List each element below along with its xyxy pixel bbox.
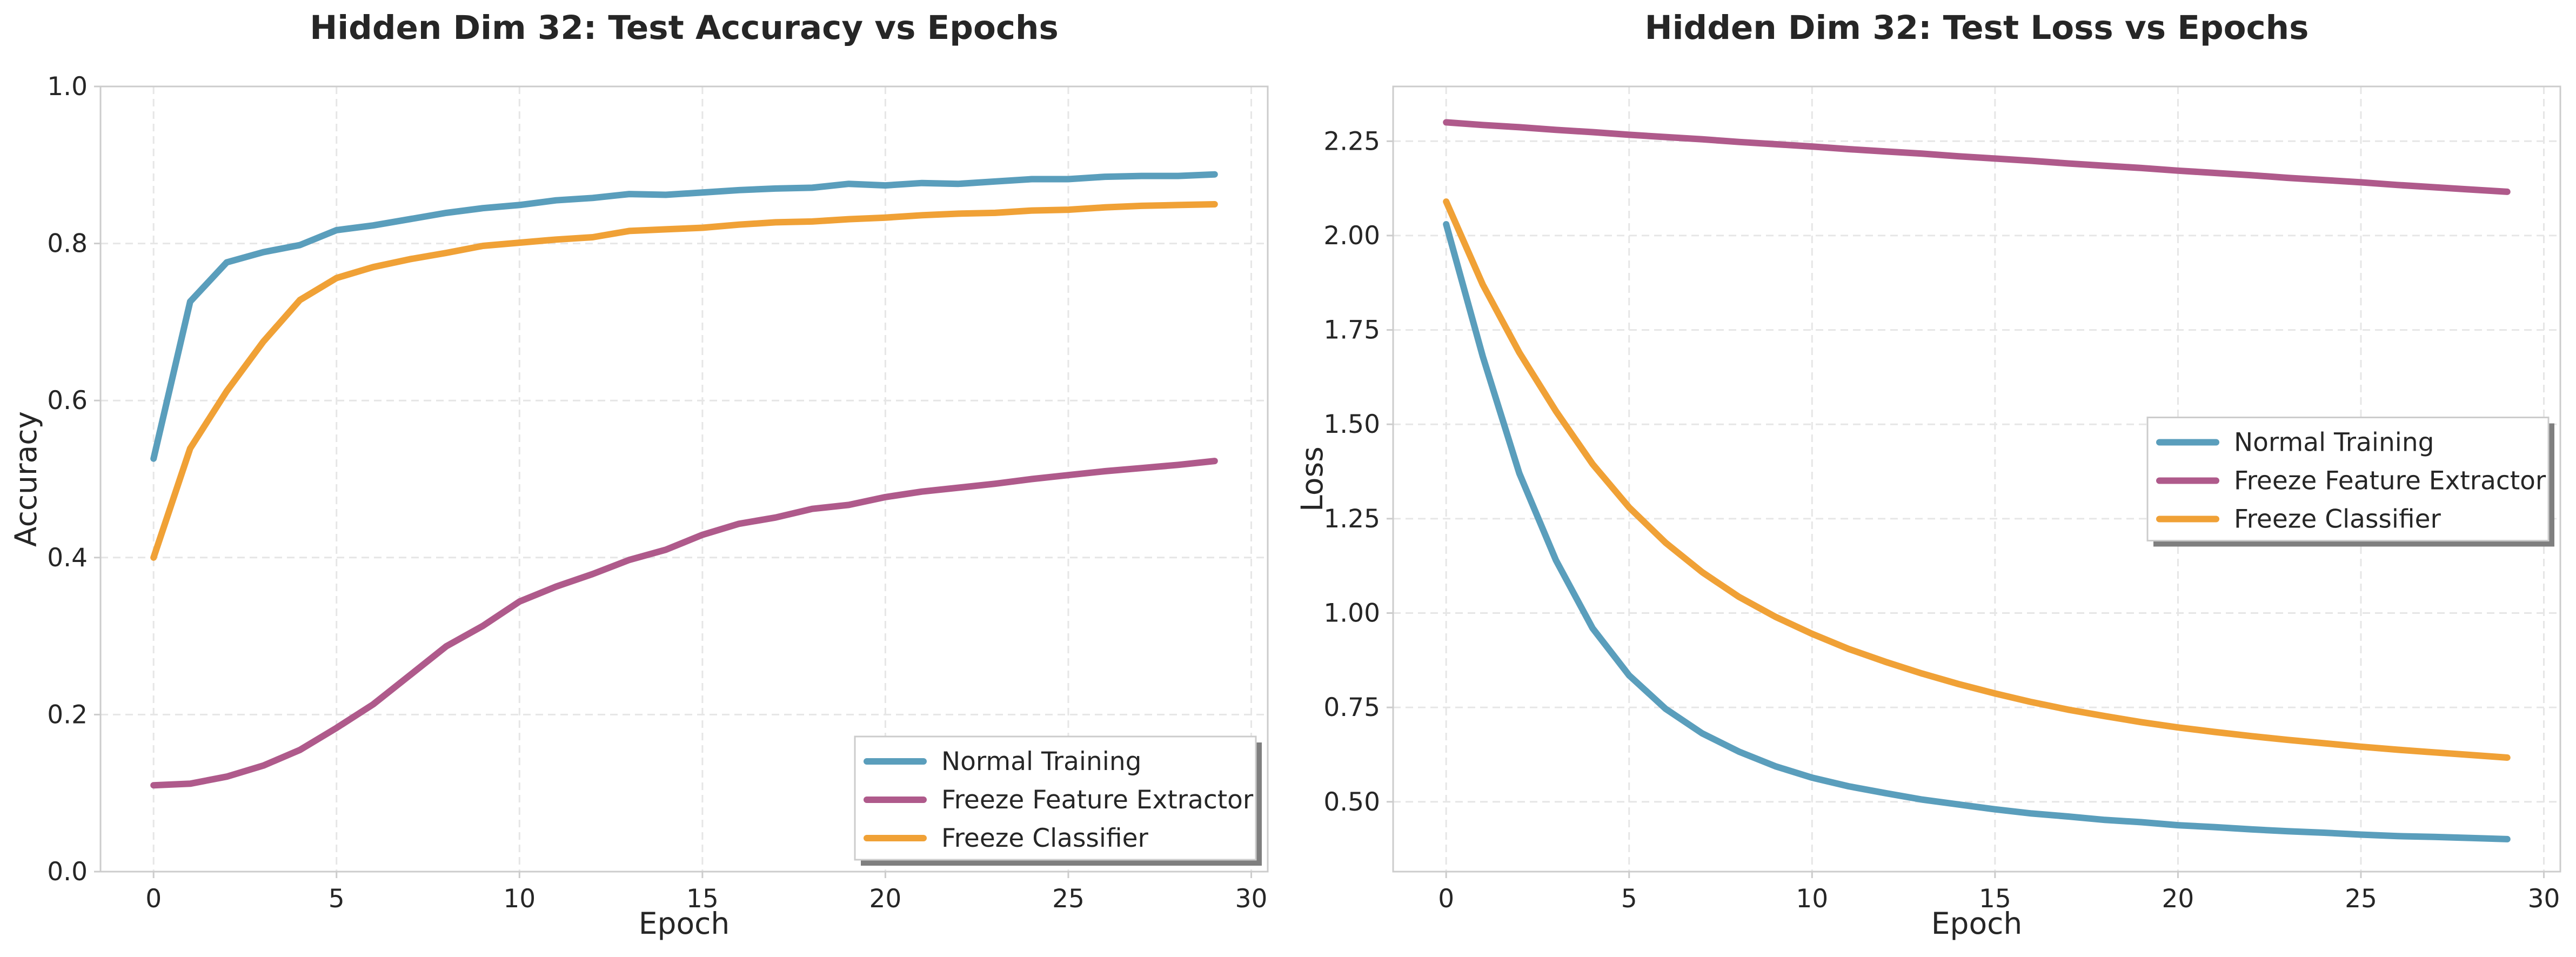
loss-y-tick-label: 1.50 xyxy=(1323,410,1380,439)
loss-x-tick-label: 10 xyxy=(1796,884,1828,914)
loss-series-line-freeze-classifier xyxy=(1443,198,2511,761)
accuracy-legend: Normal Training Freeze Feature Extractor… xyxy=(854,735,1262,866)
accuracy-series xyxy=(150,171,1218,789)
accuracy-plot-frame xyxy=(99,85,1269,873)
accuracy-axis-ticks: 0 5 10 15 20 25 30 0.0 0.2 0.4 0.6 0.8 1.0 xyxy=(47,72,1267,914)
loss-x-tick-label: 5 xyxy=(1621,884,1637,914)
accuracy-y-tick-label: 0.4 xyxy=(47,543,88,573)
accuracy-y-tick-label: 0.8 xyxy=(47,229,88,259)
loss-legend: Normal Training Freeze Feature Extractor… xyxy=(2146,417,2554,547)
loss-y-tick-label: 2.00 xyxy=(1323,221,1380,251)
loss-series-line-freeze-feature-extractor xyxy=(1443,119,2511,195)
loss-series xyxy=(1443,119,2511,842)
accuracy-x-tick-label: 25 xyxy=(1052,884,1085,914)
loss-y-axis-label: Loss xyxy=(1295,446,1329,512)
loss-x-tick-label: 20 xyxy=(2162,884,2194,914)
accuracy-x-tick-label: 30 xyxy=(1235,884,1268,914)
loss-chart-panel: Hidden Dim 32: Test Loss vs Epochs Epoch… xyxy=(1295,9,2561,941)
accuracy-y-tick-label: 0.6 xyxy=(47,386,88,416)
loss-x-tick-label: 25 xyxy=(2345,884,2377,914)
loss-series-line-normal xyxy=(1443,221,2511,842)
loss-y-tick-label: 2.25 xyxy=(1323,126,1380,156)
accuracy-series-line-normal xyxy=(150,171,1218,462)
loss-y-tick-label: 0.50 xyxy=(1323,787,1380,817)
loss-x-tick-label: 0 xyxy=(1438,884,1454,914)
loss-x-axis-label: Epoch xyxy=(1931,906,2022,941)
accuracy-x-tick-label: 10 xyxy=(503,884,536,914)
accuracy-y-tick-label: 1.0 xyxy=(47,72,88,102)
loss-legend-label-freeze-feature-extractor: Freeze Feature Extractor xyxy=(2234,466,2546,496)
accuracy-chart-panel: Hidden Dim 32: Test Accuracy vs Epochs E… xyxy=(9,9,1269,941)
accuracy-legend-label-freeze-classifier: Freeze Classifier xyxy=(941,824,1148,853)
loss-x-tick-label: 30 xyxy=(2528,884,2560,914)
loss-plot-frame xyxy=(1392,85,2561,873)
loss-legend-label-normal: Normal Training xyxy=(2234,428,2434,458)
accuracy-x-tick-label: 0 xyxy=(145,884,162,914)
loss-axis-ticks: 0 5 10 15 20 25 30 0.50 0.75 1.00 1.25 1.50 1.75 2.00… xyxy=(1323,126,2560,914)
accuracy-x-axis-label: Epoch xyxy=(639,906,730,941)
accuracy-y-tick-label: 0.0 xyxy=(47,857,88,887)
accuracy-x-tick-label: 15 xyxy=(686,884,719,914)
loss-x-tick-label: 15 xyxy=(1979,884,2011,914)
loss-y-tick-label: 1.75 xyxy=(1323,316,1380,345)
loss-legend-label-freeze-classifier: Freeze Classifier xyxy=(2234,505,2441,534)
accuracy-y-axis-label: Accuracy xyxy=(9,411,43,547)
accuracy-x-tick-label: 20 xyxy=(869,884,902,914)
loss-y-tick-label: 1.25 xyxy=(1323,504,1380,534)
loss-y-tick-label: 1.00 xyxy=(1323,598,1380,628)
loss-y-tick-label: 0.75 xyxy=(1323,693,1380,722)
accuracy-legend-label-normal: Normal Training xyxy=(941,747,1141,777)
accuracy-y-tick-label: 0.2 xyxy=(47,700,88,730)
accuracy-chart-title: Hidden Dim 32: Test Accuracy vs Epochs xyxy=(310,9,1059,47)
accuracy-series-line-freeze-classifier xyxy=(150,201,1218,561)
accuracy-series-line-freeze-feature-extractor xyxy=(150,458,1218,789)
accuracy-legend-label-freeze-feature-extractor: Freeze Feature Extractor xyxy=(941,785,1254,815)
accuracy-x-tick-label: 5 xyxy=(329,884,345,914)
loss-chart-title: Hidden Dim 32: Test Loss vs Epochs xyxy=(1645,9,2309,47)
